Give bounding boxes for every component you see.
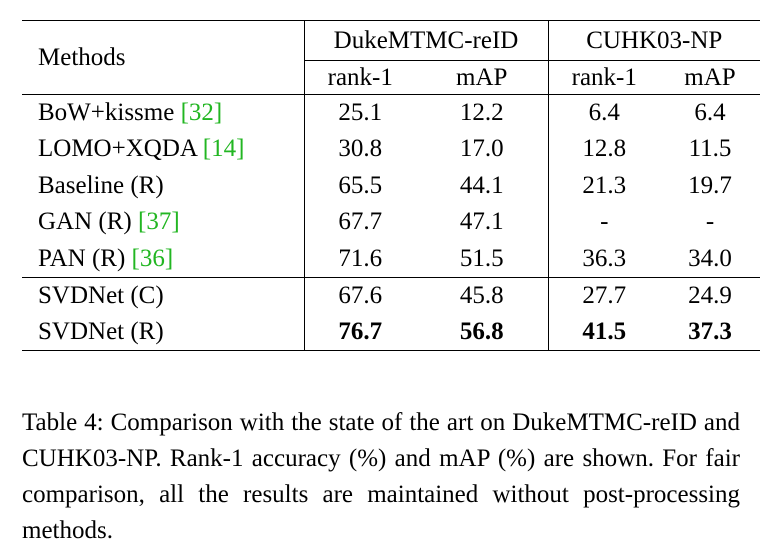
group-header-cuhk03: CUHK03-NP: [547, 20, 760, 61]
cell-value: -: [547, 204, 660, 241]
cell-value: 47.1: [459, 208, 504, 236]
method-name: GAN (R) [37]: [38, 208, 180, 236]
cell-value: 36.3: [547, 240, 660, 277]
table-row: LOMO+XQDA [14] 30.8 17.0 12.8 11.5: [22, 131, 760, 168]
cell-value: 34.0: [688, 244, 732, 272]
comparison-table: Methods DukeMTMC-reID CUHK03-NP rank-1 m…: [22, 20, 760, 351]
subheader-rank1-duke: rank-1: [303, 60, 416, 95]
methods-header: Methods: [22, 20, 304, 95]
group-header-dukemtmc: DukeMTMC-reID: [303, 20, 548, 61]
cell-value: 45.8: [416, 276, 548, 314]
citation-link[interactable]: [14]: [202, 135, 245, 163]
method-name: SVDNet (C): [22, 276, 304, 314]
results-table-container: Methods DukeMTMC-reID CUHK03-NP rank-1 m…: [22, 20, 760, 351]
cell-value: 21.3: [547, 167, 660, 204]
subheader-map-cuhk: mAP: [660, 60, 760, 95]
citation-link[interactable]: [36]: [131, 244, 174, 272]
cell-value: 51.5: [459, 244, 504, 272]
cell-value: 12.2: [416, 94, 548, 131]
cell-value: 12.8: [547, 131, 660, 168]
cell-value: 44.1: [459, 171, 504, 199]
table-row: Baseline (R) 65.5 44.1 21.3 19.7: [22, 167, 760, 204]
cell-value: 11.5: [688, 135, 732, 163]
subheader-rank1-cuhk: rank-1: [547, 60, 660, 95]
table-caption: Table 4: Comparison with the state of th…: [22, 409, 740, 544]
method-name: SVDNet (R): [22, 313, 304, 351]
cell-value-best: 56.8: [416, 313, 548, 351]
cell-value-best: 41.5: [547, 313, 660, 351]
method-name: Baseline (R): [38, 171, 164, 199]
cell-value: 25.1: [303, 94, 416, 131]
cell-value: 67.7: [303, 204, 416, 241]
header-row-groups: Methods DukeMTMC-reID CUHK03-NP: [22, 20, 760, 95]
table-row: GAN (R) [37] 67.7 47.1 - -: [22, 204, 760, 241]
cell-value-best: 76.7: [303, 313, 416, 351]
method-name: PAN (R) [36]: [38, 244, 174, 272]
method-name: LOMO+XQDA [14]: [38, 135, 245, 163]
cell-value: 71.6: [303, 240, 416, 277]
method-name: BoW+kissme [32]: [22, 94, 304, 131]
cell-value: 17.0: [459, 135, 504, 163]
cell-value: 65.5: [303, 167, 416, 204]
cell-value: 30.8: [303, 131, 416, 168]
cell-value: 27.7: [547, 276, 660, 314]
cell-value-best: 37.3: [660, 313, 760, 351]
table-row: PAN (R) [36] 71.6 51.5 36.3 34.0: [22, 240, 760, 277]
table-row: SVDNet (R) 76.7 56.8 41.5 37.3: [22, 313, 760, 351]
table-row: BoW+kissme [32] 25.1 12.2 6.4 6.4: [22, 94, 760, 131]
cell-value: 19.7: [688, 171, 732, 199]
citation-link[interactable]: [32]: [180, 99, 223, 126]
cell-value: 6.4: [660, 94, 760, 131]
cell-value: -: [705, 208, 715, 236]
cell-value: 6.4: [547, 94, 660, 131]
header-row-metrics: rank-1 mAP rank-1 mAP: [22, 60, 760, 95]
cell-value: 24.9: [660, 276, 760, 314]
subheader-map-duke: mAP: [416, 60, 548, 95]
table-row: SVDNet (C) 67.6 45.8 27.7 24.9: [22, 276, 760, 314]
cell-value: 67.6: [303, 276, 416, 314]
citation-link[interactable]: [37]: [138, 208, 180, 236]
